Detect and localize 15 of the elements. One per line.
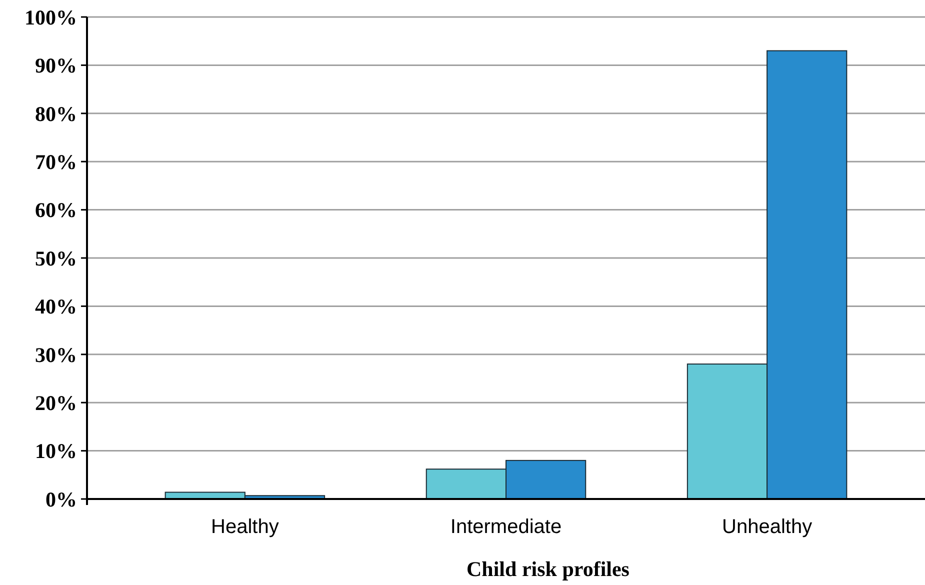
y-tick-label: 80% (35, 102, 77, 126)
y-tick-label: 20% (35, 390, 77, 415)
y-tick-label: 40% (35, 294, 77, 319)
y-tick-label: 100% (24, 5, 77, 30)
y-tick-label: 10% (35, 439, 77, 464)
x-tick-label: Healthy (211, 516, 279, 538)
y-tick-label: 0% (46, 487, 77, 512)
y-tick-label: 70% (35, 150, 77, 174)
x-axis-title: Child risk profiles (466, 557, 630, 581)
y-tick-label: 50% (35, 246, 77, 270)
y-tick-label: 60% (35, 198, 77, 222)
y-tick-label: 30% (35, 342, 77, 367)
y-tick-label: 90% (35, 54, 77, 78)
x-tick-label: Unhealthy (722, 516, 812, 538)
x-tick-label: Intermediate (450, 516, 562, 538)
